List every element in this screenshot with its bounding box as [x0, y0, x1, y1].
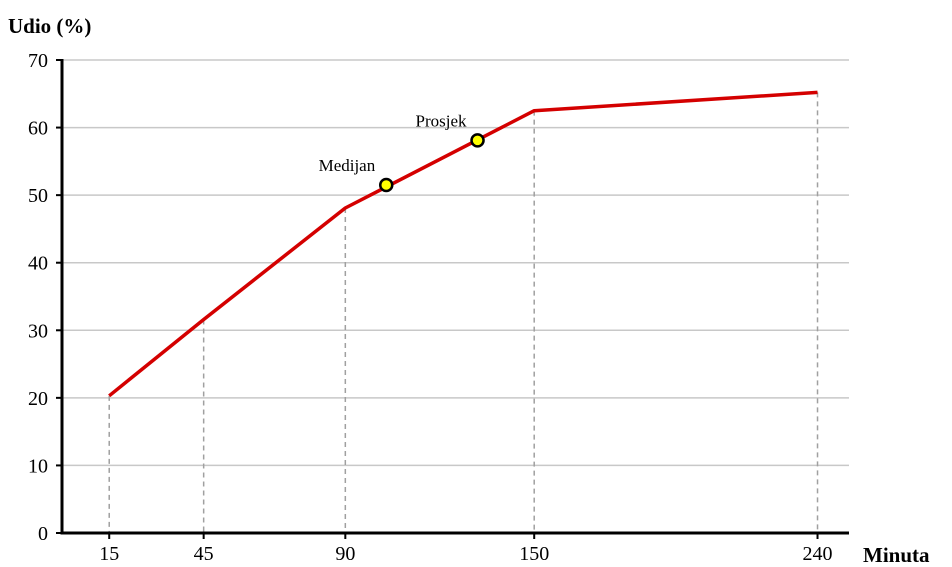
- series-line: [108, 90, 818, 398]
- x-tick-label-150: 150: [519, 543, 549, 565]
- prosjek-marker: [470, 133, 485, 148]
- x-droplines: [108, 92, 819, 533]
- x-tick-label-15: 15: [99, 543, 119, 565]
- x-tick-label-45: 45: [194, 543, 214, 565]
- y-tick-label-0: 0: [38, 523, 48, 545]
- y-axis-title: Udio (%): [8, 14, 91, 38]
- prosjek-label: Prosjek: [416, 111, 468, 130]
- x-tick-labels: 15 45 90 150 240: [99, 533, 833, 565]
- x-tick-label-90: 90: [335, 543, 355, 565]
- medijan-marker: [378, 177, 394, 193]
- y-tick-label-50: 50: [28, 185, 48, 207]
- y-tick-label-60: 60: [28, 118, 48, 140]
- y-tick-labels: 0 10 20 30 40 50 60 70: [28, 50, 62, 545]
- medijan-label: Medijan: [319, 156, 376, 175]
- y-tick-label-10: 10: [28, 455, 48, 477]
- y-tick-label-30: 30: [28, 320, 48, 342]
- y-tick-label-20: 20: [28, 388, 48, 410]
- annotations: Medijan Prosjek: [319, 111, 485, 193]
- x-axis-title: Minuta: [863, 543, 930, 567]
- gridlines: [62, 59, 849, 467]
- y-tick-label-40: 40: [28, 253, 48, 275]
- y-tick-label-70: 70: [28, 50, 48, 72]
- x-tick-label-240: 240: [803, 543, 833, 565]
